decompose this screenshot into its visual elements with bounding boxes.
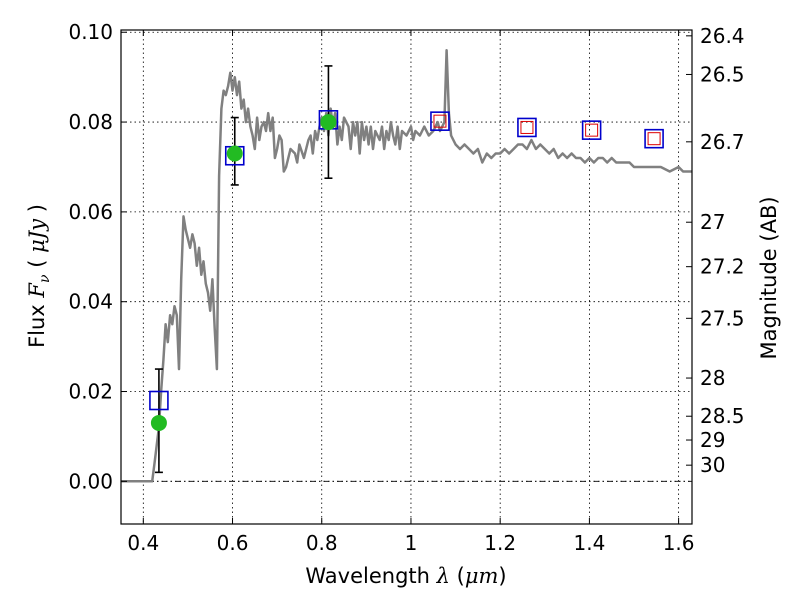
y2-tick-label: 26.4	[700, 24, 745, 48]
upper-limit-marker	[647, 132, 661, 146]
upper-limit-marker	[520, 120, 534, 134]
plot-frame	[120, 29, 693, 525]
y2-tick-label: 26.5	[700, 62, 745, 86]
y2-tick-label: 27	[700, 210, 725, 234]
x-tick-label: 1.2	[484, 531, 516, 555]
observed-flux-point	[320, 114, 337, 131]
model-photometry-marker	[149, 390, 169, 411]
x-tick-label: 1	[405, 531, 418, 555]
spectrum-series	[121, 48, 692, 483]
grid-lines	[121, 30, 692, 524]
photometry-markers	[149, 110, 664, 431]
y2-tick-label: 29	[700, 428, 725, 452]
y-tick-label: 0.10	[68, 20, 113, 44]
model-photometry-marker	[581, 120, 602, 140]
x-tick-label: 0.4	[127, 531, 159, 555]
y-tick-label: 0.02	[68, 380, 113, 404]
x-axis-title: Wavelength λ (μm)	[305, 564, 506, 588]
model-photometry-marker	[517, 117, 537, 138]
axis-ticks: 0.4 0.6 0.8 1 1.2 1.4 1.6 0.00 0.02 0.04 0.06 0.08 0…	[68, 20, 744, 555]
y-axis-title: Flux Fν ( μJy )	[25, 204, 53, 348]
y-tick-label: 0.08	[68, 110, 113, 134]
observed-flux-point	[226, 145, 243, 162]
y2-tick-label: 27.2	[700, 255, 745, 279]
x-tick-label: 0.6	[217, 531, 249, 555]
x-tick-label: 1.4	[573, 531, 605, 555]
upper-limit-marker	[585, 123, 599, 137]
y-tick-label: 0.06	[68, 200, 113, 224]
x-tick-label: 1.6	[663, 531, 695, 555]
y-tick-label: 0.00	[68, 469, 113, 493]
y2-tick-label: 28	[700, 366, 725, 390]
x-tick-label: 0.8	[306, 531, 338, 555]
model-photometry-marker	[430, 111, 450, 131]
y2-tick-label: 26.7	[700, 130, 745, 154]
right-axis-title: Magnitude (AB)	[757, 196, 781, 359]
y2-tick-label: 27.5	[700, 306, 745, 330]
y2-tick-label: 30	[700, 453, 725, 477]
spectrum-line	[121, 48, 692, 483]
y2-tick-label: 28.5	[700, 404, 745, 428]
y-tick-label: 0.04	[68, 290, 113, 314]
upper-limit-marker	[433, 114, 447, 128]
model-photometry-marker	[644, 128, 664, 149]
observed-flux-point	[150, 414, 167, 431]
